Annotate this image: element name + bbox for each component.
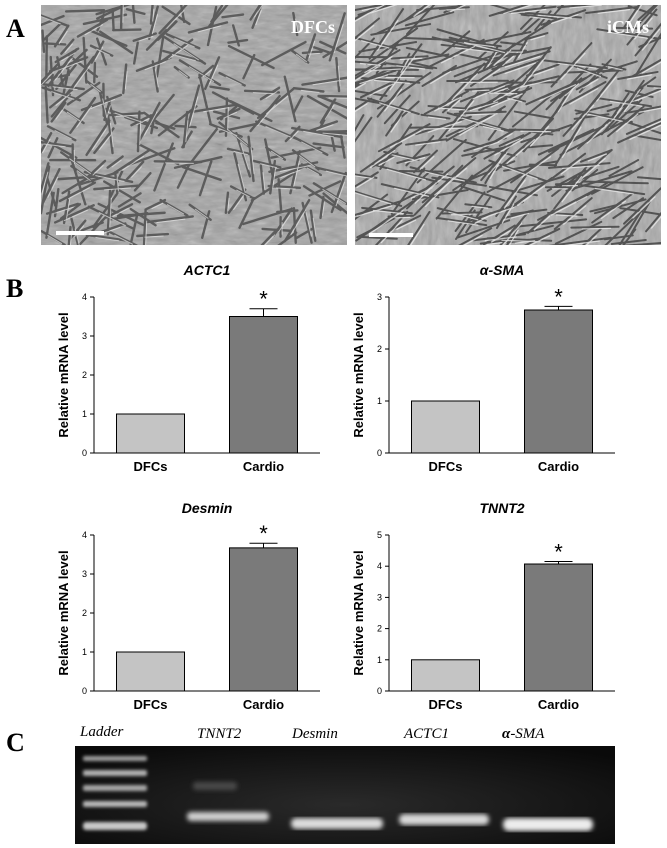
y-tick-label: 1 [377,655,382,665]
y-axis-label: Relative mRNA level [351,312,366,437]
y-tick-label: 0 [82,448,87,458]
y-tick-label: 3 [82,331,87,341]
x-tick-label-dfcs: DFCs [134,697,168,712]
y-tick-label: 0 [377,686,382,696]
y-tick-label: 1 [82,409,87,419]
chart-title-tnnt2: TNNT2 [479,500,524,516]
bar-cardio [229,316,298,454]
panel-label-c: C [6,728,25,757]
micrograph-label-dfcs: DFCs [291,17,335,37]
chart-title-actc1: ACTC1 [183,262,231,278]
y-tick-label: 0 [377,448,382,458]
ladder-bands [83,756,147,830]
significance-asterisk: * [554,284,563,309]
gel-lane-label-sma: -SMA [510,726,545,742]
y-tick-label: 1 [377,396,382,406]
bar-dfcs [116,651,185,692]
gel-lane-label-tnnt2: TNNT2 [197,726,242,742]
bar-dfcs [116,413,185,454]
micrograph-icms: iCMs [355,5,661,245]
bar-cardio [524,309,593,454]
gel-bands [75,746,615,844]
x-tick-label-dfcs: DFCs [429,697,463,712]
panel-label-b: B [6,274,24,303]
bar-chart-alpha-sma: α-SMA Relative mRNA level 0 1 2 3 DFCs * Cardio [351,262,615,474]
y-tick-label: 2 [82,370,87,380]
x-tick-label-cardio: Cardio [538,697,579,712]
bar-dfcs [411,659,480,692]
icms-cell-image [355,5,661,245]
bar-chart-desmin: Desmin Relative mRNA level 0 1 2 3 4 DFCs * Cardi… [56,500,320,712]
scale-bar [369,233,413,237]
y-tick-label: 3 [377,292,382,302]
bar-chart-tnnt2: TNNT2 Relative mRNA level 0 1 2 3 4 5 DFCs * Cardi… [351,500,615,712]
y-tick-label: 0 [82,686,87,696]
gel-lane-label-desmin: Desmin [292,726,338,742]
dfcs-cell-image [41,5,347,245]
chart-title-alpha-sma: α-SMA [480,262,524,278]
y-tick-label: 5 [377,530,382,540]
y-tick-label: 4 [82,530,87,540]
significance-asterisk: * [554,540,563,565]
gel-lane-label-ladder: Ladder [80,724,124,740]
micrograph-label-icms: iCMs [607,17,649,37]
x-tick-label-dfcs: DFCs [429,459,463,474]
bar-chart-actc1: ACTC1 Relative mRNA level 0 1 2 3 4 DFCs * Cardio [56,262,320,474]
significance-asterisk: * [259,287,268,312]
x-tick-label-dfcs: DFCs [134,459,168,474]
panel-label-a: A [6,14,25,43]
y-tick-label: 1 [82,647,87,657]
y-axis-label: Relative mRNA level [351,550,366,675]
y-axis-label: Relative mRNA level [56,312,71,437]
y-tick-label: 3 [82,569,87,579]
bar-dfcs [411,400,480,454]
y-tick-label: 2 [377,344,382,354]
x-tick-label-cardio: Cardio [243,459,284,474]
significance-asterisk: * [259,521,268,546]
scale-bar [56,231,104,235]
x-tick-label-cardio: Cardio [243,697,284,712]
bar-cardio [229,547,298,692]
y-tick-label: 4 [82,292,87,302]
gel-lane-label-alpha-sma: α-SMA [502,726,544,743]
alpha-glyph: α [502,726,511,742]
y-tick-label: 3 [377,592,382,602]
y-tick-label: 4 [377,561,382,571]
chart-title-desmin: Desmin [182,500,233,516]
agarose-gel [75,746,615,844]
gel-lane-label-actc1: ACTC1 [404,726,450,742]
bar-cardio [524,563,593,692]
micrograph-dfcs: DFCs [41,5,347,245]
y-tick-label: 2 [377,624,382,634]
y-axis-label: Relative mRNA level [56,550,71,675]
y-tick-label: 2 [82,608,87,618]
x-tick-label-cardio: Cardio [538,459,579,474]
